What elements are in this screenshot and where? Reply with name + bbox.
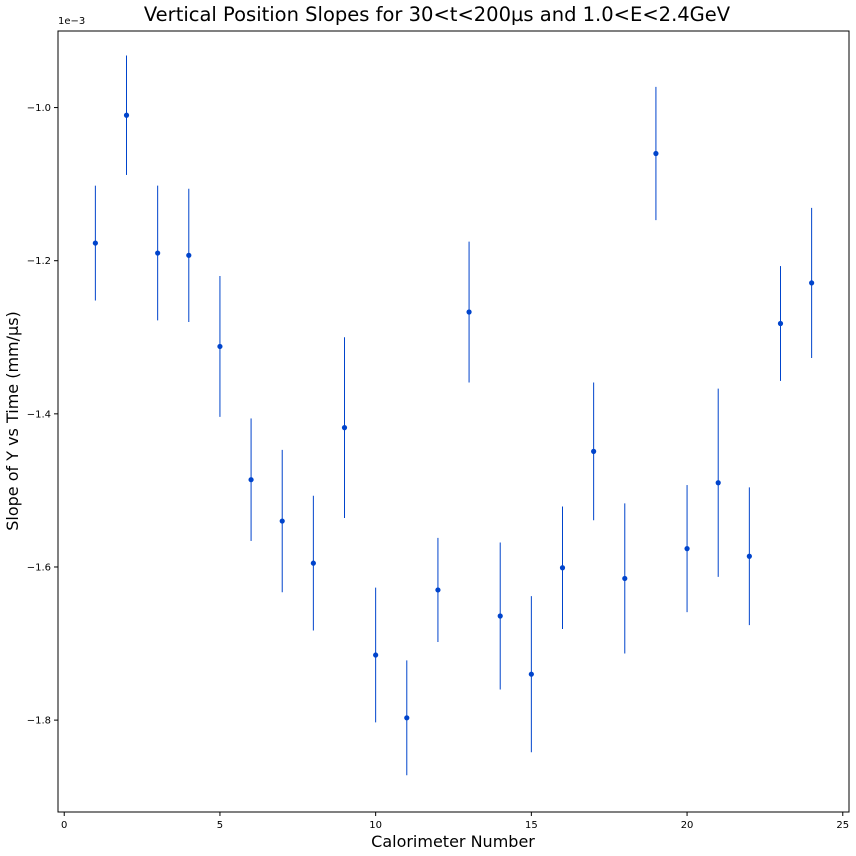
y-axis: −1.8 −1.6 −1.4 −1.2 −1.0 (27, 103, 58, 727)
data-point (809, 280, 815, 286)
data-point (653, 150, 659, 157)
data-point (746, 553, 752, 559)
data-point (684, 546, 690, 552)
data-point (217, 343, 223, 350)
data-point (310, 560, 316, 566)
y-offset-label: 1e−3 (58, 16, 85, 27)
y-tick-label: −1.4 (27, 409, 51, 420)
data-point (373, 652, 379, 658)
y-axis-label: Slope of Y vs Time (mm/µs) (3, 311, 22, 531)
x-tick-label: 5 (217, 820, 223, 831)
data-point (622, 575, 628, 582)
data-point (591, 448, 597, 454)
x-tick-label: 0 (61, 820, 67, 831)
data-point (186, 252, 192, 258)
data-point (466, 309, 472, 315)
data-point (559, 565, 566, 571)
y-tick-label: −1.6 (27, 562, 51, 573)
data-point (279, 518, 285, 524)
data-point (497, 613, 503, 619)
x-tick-label: 20 (681, 820, 694, 831)
x-tick-label: 10 (369, 820, 382, 831)
data-point (715, 480, 721, 486)
data-point (155, 250, 161, 256)
data-point (341, 425, 348, 431)
data-point (92, 240, 98, 246)
data-point (248, 477, 254, 483)
data-point (404, 715, 410, 721)
data-point (777, 320, 784, 327)
x-axis: 0 5 10 15 20 25 (61, 812, 849, 831)
y-tick-label: −1.2 (27, 256, 51, 267)
data-point (435, 587, 441, 593)
y-tick-label: −1.0 (27, 103, 51, 114)
data-point (123, 112, 130, 118)
x-tick-label: 15 (525, 820, 538, 831)
y-tick-label: −1.8 (27, 716, 51, 727)
x-axis-label: Calorimeter Number (371, 832, 535, 851)
chart-title: Vertical Position Slopes for 30<t<200µs … (144, 3, 731, 26)
plot-area (92, 55, 815, 776)
plot-frame (57, 30, 850, 813)
x-tick-label: 25 (836, 820, 849, 831)
data-point (528, 671, 534, 677)
